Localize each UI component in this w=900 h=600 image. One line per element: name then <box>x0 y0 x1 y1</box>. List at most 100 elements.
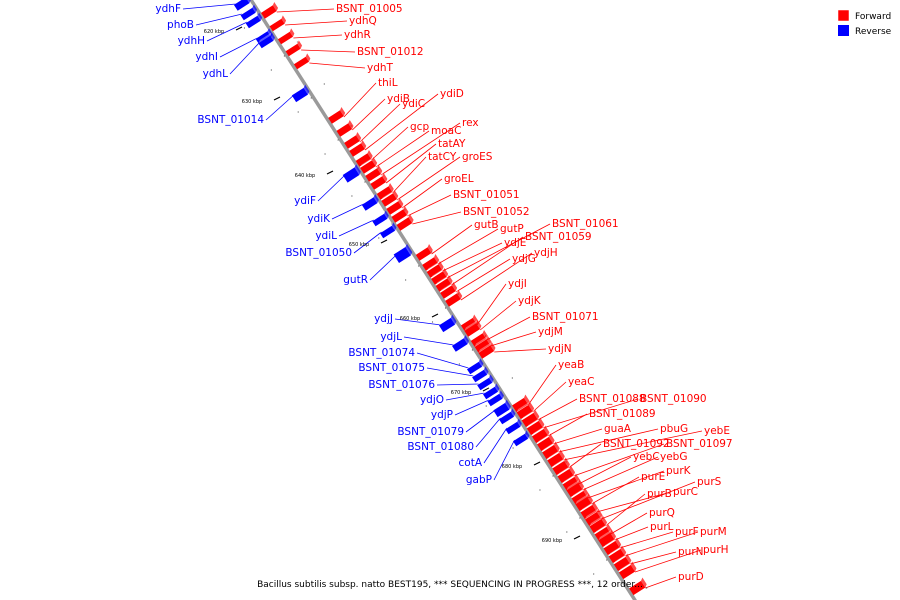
gene-forward-purm-label[interactable]: purM <box>700 526 727 538</box>
gene-reverse-ydjp[interactable] <box>486 390 505 407</box>
gene-forward-bsnt-01005[interactable] <box>260 1 279 19</box>
gene-forward-ydjm[interactable] <box>474 335 493 353</box>
gene-forward-purc-label[interactable]: purC <box>673 486 698 498</box>
gene-forward-bsnt-01089[interactable] <box>531 425 551 444</box>
gene-forward-bsnt-01052-label[interactable]: BSNT_01052 <box>463 206 530 218</box>
gene-forward-purk[interactable] <box>571 487 591 506</box>
gene-reverse-bsnt-01075-label[interactable]: BSNT_01075 <box>358 362 425 374</box>
gene-forward-tatay[interactable] <box>369 172 388 190</box>
gene-reverse-ydhh-label[interactable]: ydhH <box>178 35 205 47</box>
gene-forward-yebc-label[interactable]: yebC <box>633 451 660 463</box>
gene-reverse-ydik-label[interactable]: ydiK <box>307 213 331 225</box>
gene-reverse-ydjj-label[interactable]: ydjJ <box>374 313 393 325</box>
gene-forward-gutp-label[interactable]: gutP <box>500 223 524 235</box>
gene-forward-bsnt-01092[interactable] <box>551 457 571 476</box>
gene-reverse-gabp-label[interactable]: gabP <box>466 474 492 486</box>
gene-forward-bsnt-01059[interactable] <box>435 274 454 292</box>
gene-forward-bsnt-01088[interactable] <box>521 409 541 428</box>
gene-forward-bsnt-01097[interactable] <box>556 465 576 484</box>
gene-forward-rex[interactable] <box>364 164 383 182</box>
gene-reverse-bsnt-01014-label[interactable]: BSNT_01014 <box>197 114 264 126</box>
gene-forward-gcp[interactable] <box>355 149 374 167</box>
gene-reverse-ydjo[interactable] <box>482 383 501 400</box>
gene-reverse-bsnt-01080-label[interactable]: BSNT_01080 <box>407 441 474 453</box>
gene-forward-yebc[interactable] <box>562 473 582 492</box>
gene-forward-ydje[interactable] <box>426 260 445 278</box>
gene-forward-yeab[interactable] <box>511 394 531 413</box>
gene-reverse-ydil-label[interactable]: ydiL <box>315 230 337 242</box>
gene-forward-purq[interactable] <box>594 523 614 542</box>
gene-forward-ydjn[interactable] <box>477 341 496 359</box>
gene-reverse-phob-label[interactable]: phoB <box>167 19 194 31</box>
gene-forward-gutp[interactable] <box>421 253 440 271</box>
gene-forward-purs[interactable] <box>584 508 604 527</box>
gene-forward-ydje-label[interactable]: ydjE <box>504 237 526 249</box>
gene-forward-ydjn-label[interactable]: ydjN <box>548 343 572 355</box>
gene-forward-ydib-label[interactable]: ydiB <box>387 93 410 105</box>
gene-forward-purl-label[interactable]: purL <box>650 521 674 533</box>
gene-forward-ydib[interactable] <box>335 119 354 137</box>
gene-forward-ydjh-label[interactable]: ydjH <box>534 247 558 259</box>
gene-forward-bsnt-01071-label[interactable]: BSNT_01071 <box>532 311 599 323</box>
gene-forward-ydid[interactable] <box>348 139 367 157</box>
gene-forward-ydjk-label[interactable]: ydjK <box>518 295 542 307</box>
gene-forward-bsnt-01061-label[interactable]: BSNT_01061 <box>552 218 619 230</box>
gene-forward-groes-label[interactable]: groES <box>462 151 493 163</box>
gene-reverse-gutr[interactable] <box>393 243 414 263</box>
gene-forward-ydjk[interactable] <box>463 319 482 337</box>
gene-forward-purn-label[interactable]: purN <box>678 546 704 558</box>
gene-forward-ydht[interactable] <box>293 53 312 70</box>
gene-forward-bsnt-01059-label[interactable]: BSNT_01059 <box>525 231 592 243</box>
gene-forward-yebe-label[interactable]: yebE <box>704 425 730 437</box>
gene-forward-ydic[interactable] <box>343 131 362 149</box>
gene-reverse-ydif[interactable] <box>342 164 362 183</box>
gene-forward-ydid-label[interactable]: ydiD <box>440 88 464 100</box>
gene-reverse-ydhf[interactable] <box>233 0 252 11</box>
gene-forward-bsnt-01061[interactable] <box>430 267 449 285</box>
gene-forward-gutb-label[interactable]: gutB <box>474 219 499 231</box>
gene-forward-pure[interactable] <box>574 493 594 512</box>
gene-forward-bsnt-01097-label[interactable]: BSNT_01097 <box>666 438 733 450</box>
gene-reverse-cota[interactable] <box>504 418 523 435</box>
gene-forward-bsnt-01090[interactable] <box>526 417 546 436</box>
gene-forward-ydjm-label[interactable]: ydjM <box>538 326 563 338</box>
gene-forward-bsnt-01052[interactable] <box>396 213 415 231</box>
gene-forward-tatcy-label[interactable]: tatCY <box>428 151 457 163</box>
gene-forward-ydic-label[interactable]: ydiC <box>402 98 425 110</box>
gene-forward-ydhq-label[interactable]: ydhQ <box>349 15 377 27</box>
gene-forward-purn[interactable] <box>613 553 633 572</box>
gene-reverse-ydik[interactable] <box>361 193 380 211</box>
gene-forward-purs-label[interactable]: purS <box>697 476 722 488</box>
gene-forward-purd-label[interactable]: purD <box>678 571 704 583</box>
gene-forward-groel[interactable] <box>385 197 404 215</box>
gene-forward-bsnt-01012-label[interactable]: BSNT_01012 <box>357 46 424 58</box>
gene-forward-pbug-label[interactable]: pbuG <box>660 423 688 435</box>
gene-forward-purk-label[interactable]: purK <box>666 465 692 477</box>
gene-forward-ydjh[interactable] <box>444 289 463 307</box>
gene-forward-ydhq[interactable] <box>269 15 288 32</box>
gene-forward-bsnt-01089-label[interactable]: BSNT_01089 <box>589 408 656 420</box>
gene-reverse-bsnt-01014[interactable] <box>291 84 311 103</box>
gene-reverse-ydhh[interactable] <box>245 12 264 29</box>
gene-reverse-ydhl-label[interactable]: ydhL <box>203 68 229 80</box>
gene-reverse-ydjl-label[interactable]: ydjL <box>380 331 402 343</box>
gene-reverse-ydil[interactable] <box>371 210 390 227</box>
gene-reverse-bsnt-01080[interactable] <box>498 408 517 425</box>
gene-forward-bsnt-01051[interactable] <box>390 205 409 223</box>
gene-forward-purb-label[interactable]: purB <box>647 488 672 500</box>
gene-reverse-bsnt-01079-label[interactable]: BSNT_01079 <box>397 426 464 438</box>
gene-forward-gcp-label[interactable]: gcp <box>410 121 429 133</box>
gene-forward-ydjg-label[interactable]: ydjG <box>512 253 536 265</box>
gene-reverse-bsnt-01074[interactable] <box>466 358 485 375</box>
gene-forward-bsnt-01090-label[interactable]: BSNT_01090 <box>640 393 707 405</box>
gene-forward-yeac-label[interactable]: yeaC <box>568 376 594 388</box>
gene-reverse-ydjl[interactable] <box>451 334 470 352</box>
gene-forward-yebg-label[interactable]: yebG <box>660 451 687 463</box>
gene-forward-moac-label[interactable]: moaC <box>431 125 461 137</box>
gene-reverse-ydjj[interactable] <box>438 314 458 333</box>
gene-reverse-ydhi-label[interactable]: ydhI <box>195 51 218 63</box>
gene-forward-purh-label[interactable]: purH <box>703 544 729 556</box>
gene-forward-moac[interactable] <box>359 156 378 174</box>
gene-forward-ydji-label[interactable]: ydjI <box>508 278 527 290</box>
gene-reverse-bsnt-01075[interactable] <box>471 366 490 383</box>
